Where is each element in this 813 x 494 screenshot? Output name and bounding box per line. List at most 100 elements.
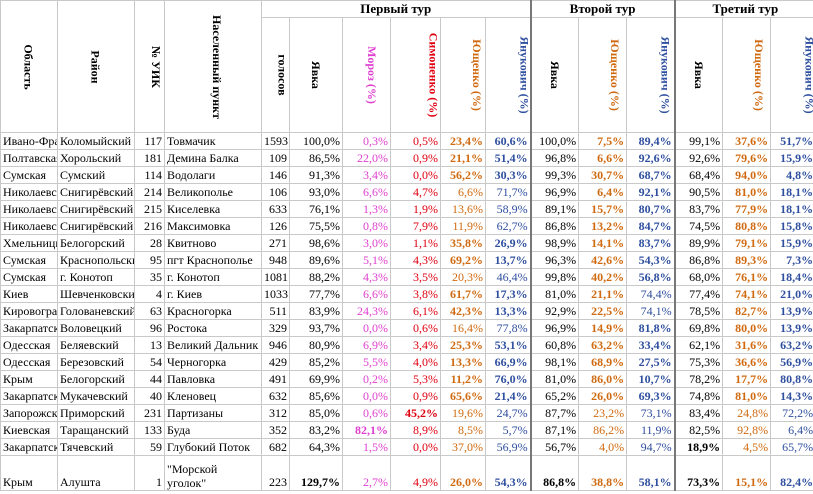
cell-ya2: 84,7% <box>626 217 676 235</box>
cell-y1: 100,0% <box>289 132 343 150</box>
cell-oblast: Закарпатская <box>0 438 58 456</box>
cell-yu3: 81,0% <box>722 183 772 201</box>
cell-y3: 77,4% <box>673 285 724 303</box>
table-row: ЗакарпатскаяТячевский59Глубокий Поток682… <box>0 438 813 456</box>
cell-y3: 83,7% <box>673 200 724 218</box>
cell-yu2: 4,0% <box>578 438 628 456</box>
cell-moroz: 6,6% <box>342 285 391 303</box>
cell-rayon: Снигирёвский <box>57 200 135 218</box>
header-moroz: Мороз (%) <box>342 17 391 133</box>
cell-uik: 40 <box>134 387 165 405</box>
cell-moroz: 0,0% <box>342 319 391 337</box>
cell-moroz: 0,3% <box>342 132 391 150</box>
cell-uik: 114 <box>134 166 165 184</box>
cell-moroz: 5,5% <box>342 353 391 371</box>
cell-punkt: Павловка <box>164 370 262 388</box>
cell-ya1: 66,9% <box>484 353 532 371</box>
cell-yu1: 21,1% <box>440 149 486 167</box>
table-row: Крым Алушта 1 "Морской уголок" 223 129,7% 2,7%… <box>0 455 813 491</box>
cell-golosov: 946 <box>261 336 290 354</box>
cell-y2: 96,3% <box>529 251 580 269</box>
cell-ya2: 89,4% <box>626 132 676 150</box>
cell-yu1: 42,3% <box>440 302 486 320</box>
cell-golosov: 312 <box>261 404 290 422</box>
header-yanukovich1: Янукович (%) <box>484 17 532 133</box>
cell-y2: 98,9% <box>529 234 580 252</box>
cell-simon: 5,3% <box>390 370 441 388</box>
cell-yu1: 13,6% <box>440 200 486 218</box>
header-tour2: Второй тур <box>529 0 676 18</box>
cell-golosov: 271 <box>261 234 290 252</box>
cell-moroz: 2,7% <box>342 455 391 491</box>
cell-golosov: 632 <box>261 387 290 405</box>
cell-y1: 85,0% <box>289 404 343 422</box>
cell-ya1: 71,7% <box>484 183 532 201</box>
cell-y1: 93,0% <box>289 183 343 201</box>
cell-ya2: 94,7% <box>626 438 676 456</box>
cell-y3: 86,8% <box>673 251 724 269</box>
cell-rayon: Воловецкий <box>57 319 135 337</box>
cell-ya1: 62,7% <box>484 217 532 235</box>
cell-yu2: 14,1% <box>578 234 628 252</box>
cell-rayon: Снигирёвский <box>57 183 135 201</box>
table-row: Крым Белогорский 44 Павловка 491 69,9% 0,2% 5,3… <box>0 370 813 388</box>
cell-ya2: 27,5% <box>626 353 676 371</box>
cell-ya2: 74,1% <box>626 302 676 320</box>
cell-ya2: 83,7% <box>626 234 676 252</box>
cell-y1: 75,5% <box>289 217 343 235</box>
cell-rayon: Беляевский <box>57 336 135 354</box>
cell-oblast: Сумская <box>0 268 58 286</box>
cell-y2: 87,7% <box>529 404 580 422</box>
cell-simon: 3,4% <box>390 336 441 354</box>
cell-ya2: 81,8% <box>626 319 676 337</box>
cell-yu2: 21,1% <box>578 285 628 303</box>
cell-yu1: 25,3% <box>440 336 486 354</box>
cell-yu3: 4,5% <box>722 438 772 456</box>
table-row: ЗакарпатскаяМукачевский40Кленовец63285,6… <box>0 387 813 405</box>
cell-moroz: 3,4% <box>342 166 391 184</box>
cell-yu1: 69,2% <box>440 251 486 269</box>
cell-yu1: 11,2% <box>440 370 486 388</box>
cell-y3: 75,3% <box>673 353 724 371</box>
cell-yu1: 20,3% <box>440 268 486 286</box>
cell-oblast: Киевская <box>0 421 58 439</box>
cell-yu2: 15,7% <box>578 200 628 218</box>
cell-punkt: Товмачик <box>164 132 262 150</box>
cell-punkt: "Морской уголок" <box>164 455 262 491</box>
cell-y2: 96,9% <box>529 183 580 201</box>
cell-y1: 77,7% <box>289 285 343 303</box>
cell-punkt: г. Конотоп <box>164 268 262 286</box>
cell-y3: 78,2% <box>673 370 724 388</box>
cell-y2: 92,9% <box>529 302 580 320</box>
cell-simon: 8,9% <box>390 421 441 439</box>
cell-moroz: 1,5% <box>342 438 391 456</box>
cell-ya2: 74,4% <box>626 285 676 303</box>
cell-moroz: 0,0% <box>342 387 391 405</box>
cell-yu2: 13,2% <box>578 217 628 235</box>
cell-ya2: 73,1% <box>626 404 676 422</box>
cell-y3: 82,5% <box>673 421 724 439</box>
cell-ya3: 21,0% <box>770 285 813 303</box>
cell-y3: 99,1% <box>673 132 724 150</box>
cell-ya2: 80,7% <box>626 200 676 218</box>
cell-yu3: 77,9% <box>722 200 772 218</box>
cell-yu3: 24,8% <box>722 404 772 422</box>
cell-uik: 4 <box>134 285 165 303</box>
cell-ya1: 26,9% <box>484 234 532 252</box>
cell-y2: 81,0% <box>529 285 580 303</box>
cell-golosov: 223 <box>261 455 290 491</box>
cell-ya1: 54,3% <box>484 455 532 491</box>
cell-yu2: 68,9% <box>578 353 628 371</box>
cell-oblast: Николаевская <box>0 200 58 218</box>
cell-moroz: 4,3% <box>342 268 391 286</box>
cell-yu1: 65,6% <box>440 387 486 405</box>
cell-yu2: 86,0% <box>578 370 628 388</box>
cell-uik: 215 <box>134 200 165 218</box>
header-tour3: Третий тур <box>673 0 813 18</box>
cell-y2: 56,7% <box>529 438 580 456</box>
cell-uik: 63 <box>134 302 165 320</box>
cell-yu1: 13,3% <box>440 353 486 371</box>
cell-ya3: 18,1% <box>770 183 813 201</box>
cell-simon: 6,1% <box>390 302 441 320</box>
cell-y2: 86,8% <box>529 455 580 491</box>
